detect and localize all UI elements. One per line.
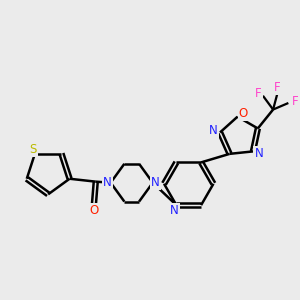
Text: N: N xyxy=(209,124,218,137)
Text: N: N xyxy=(170,204,179,217)
Text: S: S xyxy=(29,143,37,156)
Text: F: F xyxy=(292,95,298,108)
Text: N: N xyxy=(103,176,112,189)
Text: O: O xyxy=(239,107,248,120)
Text: N: N xyxy=(254,147,263,160)
Text: N: N xyxy=(151,176,160,189)
Text: O: O xyxy=(89,204,99,217)
Text: F: F xyxy=(274,81,281,94)
Text: F: F xyxy=(255,87,262,101)
